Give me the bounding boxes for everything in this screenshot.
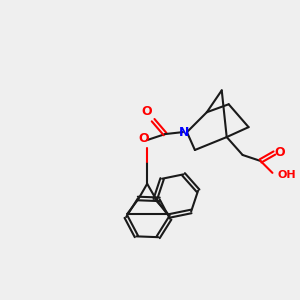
Text: O: O [142, 105, 152, 118]
Text: N: N [179, 126, 189, 139]
Text: OH: OH [278, 170, 296, 180]
Text: O: O [274, 146, 285, 160]
Text: O: O [139, 132, 149, 145]
